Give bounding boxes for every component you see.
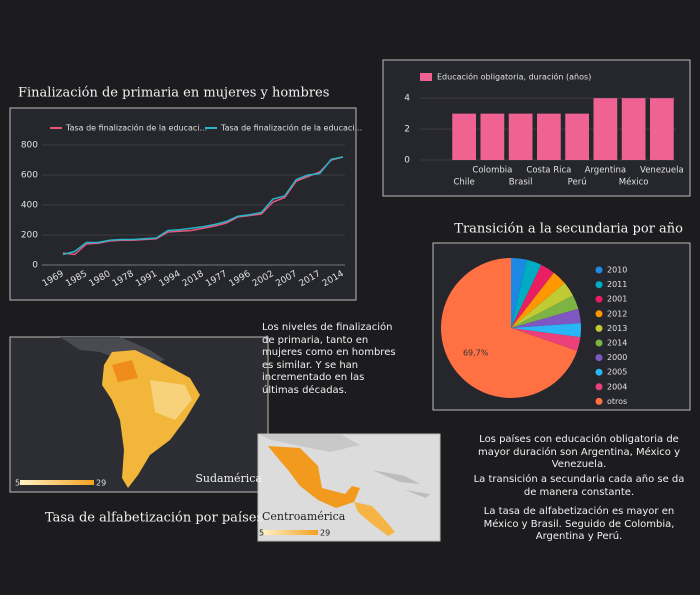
line-series [62, 156, 344, 256]
pie-slice [440, 258, 578, 398]
y-tick-label: 0 [404, 156, 410, 166]
y-tick-label: 600 [21, 171, 38, 181]
pie-slice [511, 259, 542, 328]
map-section-title: Tasa de alfabetización por países [45, 511, 263, 526]
y-tick-label: 200 [21, 231, 38, 241]
note: La tasa de alfabetización es mayor en Mé… [483, 506, 675, 542]
x-tick-label: Venezuela [640, 166, 684, 176]
bar [621, 98, 646, 160]
legend-label: 2001 [607, 295, 627, 304]
y-tick-label: 4 [404, 94, 410, 104]
map-legend-min: 5 [259, 529, 264, 538]
legend-label: otros [607, 397, 627, 406]
caribbean [372, 470, 430, 498]
chart-title: Transición a la secundaria por año [454, 222, 683, 237]
y-tick-label: 0 [32, 261, 38, 271]
legend-label: Tasa de finalización de la educaci... [220, 123, 362, 133]
bar [508, 113, 533, 160]
bar [565, 113, 589, 160]
country [112, 360, 138, 382]
legend-label: 2011 [607, 280, 627, 289]
pie-slice [511, 272, 565, 328]
bar [452, 113, 476, 160]
legend-swatch [595, 295, 603, 303]
map-legend-max: 29 [96, 479, 106, 488]
pie-slice [511, 264, 554, 328]
legend-label: 2012 [607, 309, 627, 318]
legend-label: 2013 [607, 324, 627, 333]
pie-slice [511, 328, 581, 351]
y-tick-label: 800 [21, 141, 38, 151]
chart-title: Finalización de primaria en mujeres y ho… [18, 86, 329, 101]
pie-slice [511, 258, 527, 328]
legend-swatch [595, 368, 603, 376]
map-label: Centroamérica [262, 510, 346, 523]
line-panel [9, 107, 357, 301]
x-tick-label: Brasil [509, 178, 533, 188]
x-tick-label: Costa Rica [526, 166, 571, 176]
x-tick-label: México [619, 177, 649, 188]
legend-swatch [595, 354, 603, 362]
legend-label: Educación obligatoria, duración (años) [437, 72, 591, 82]
legend-swatch [595, 266, 603, 274]
pie-slice [511, 295, 579, 328]
map-legend-min: 5 [15, 479, 20, 488]
legend-swatch [420, 73, 432, 81]
country [150, 380, 192, 420]
map-legend-scale [262, 530, 318, 535]
legend-label: 2014 [607, 339, 627, 348]
legend-label: 2000 [607, 353, 627, 362]
y-tick-label: 400 [21, 201, 38, 211]
x-tick-label: Argentina [585, 166, 626, 176]
legend-label: 2004 [607, 382, 627, 391]
legend-swatch [595, 339, 603, 347]
pie-slice [511, 283, 573, 328]
bar [537, 113, 561, 160]
legend-label: 2005 [607, 368, 627, 377]
y-tick-label: 2 [404, 125, 410, 135]
land [258, 434, 360, 452]
x-tick-label: Chile [453, 178, 474, 188]
bar [650, 98, 674, 160]
map-legend-max: 29 [320, 529, 330, 538]
bar [593, 98, 618, 160]
legend-swatch [595, 281, 603, 289]
map-legend-scale [20, 480, 94, 485]
x-tick-label: Colombia [472, 166, 512, 176]
mexico [268, 446, 360, 508]
legend-swatch [595, 383, 603, 391]
bar [480, 113, 505, 160]
note: Los países con educación obligatoria de … [477, 434, 681, 470]
legend-label: 2010 [607, 266, 627, 275]
pie-slice [511, 323, 582, 338]
data-label: 69,7% [463, 349, 489, 358]
note: La transición a secundaria cada año se d… [473, 474, 685, 498]
x-tick-label: Perú [568, 178, 587, 188]
legend-swatch [595, 397, 603, 405]
pie-slice [511, 308, 581, 328]
legend-swatch [595, 310, 603, 318]
map-label: Sudamérica [195, 472, 262, 485]
legend-swatch [595, 324, 603, 332]
central-america [354, 502, 395, 536]
note: Los niveles de finalización de primaria,… [262, 322, 396, 396]
legend-label: Tasa de finalización de la educaci... [65, 123, 207, 133]
